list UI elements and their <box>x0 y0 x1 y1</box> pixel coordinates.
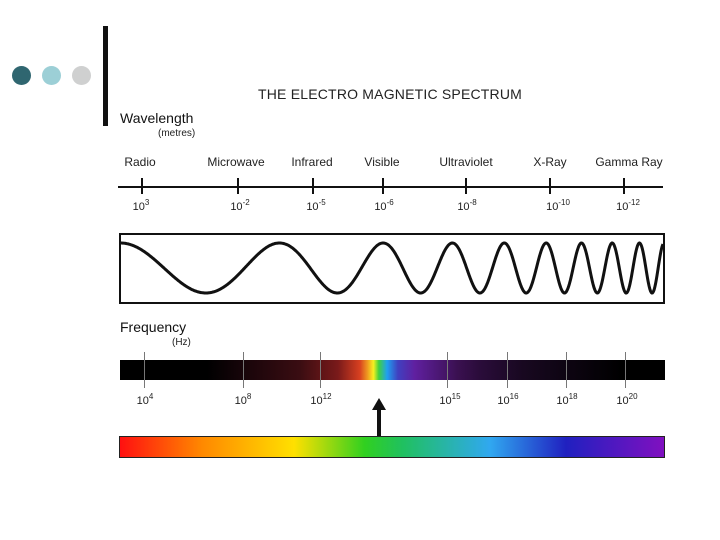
frequency-heading: Frequency <box>120 319 187 335</box>
wave-curve <box>121 241 663 295</box>
frequency-tick <box>144 352 145 388</box>
wavelength-value: 10-10 <box>546 198 570 213</box>
frequency-unit: (Hz) <box>172 337 191 348</box>
wavelength-value: 10-6 <box>374 198 394 213</box>
frequency-tick <box>320 352 321 388</box>
visible-light-spectrum <box>119 436 665 458</box>
slide-divider-bar <box>103 26 108 126</box>
frequency-tick <box>625 352 626 388</box>
axis-tick <box>141 178 143 194</box>
axis-tick <box>312 178 314 194</box>
axis-tick <box>465 178 467 194</box>
axis-tick <box>623 178 625 194</box>
wavelength-value: 10-5 <box>306 198 326 213</box>
frequency-value: 104 <box>136 392 154 407</box>
visible-pointer-arrow-shaft <box>377 408 381 436</box>
wavelength-unit: (metres) <box>158 128 196 139</box>
axis-tick <box>237 178 239 194</box>
wavelength-heading: Wavelength <box>120 110 194 126</box>
axis-tick <box>382 178 384 194</box>
frequency-value: 108 <box>234 392 252 407</box>
bullet-dot-light <box>42 66 61 85</box>
band-radio-label: Radio <box>124 155 156 169</box>
wave-illustration-box <box>119 233 665 304</box>
frequency-value: 1020 <box>616 392 638 407</box>
frequency-value: 1016 <box>497 392 519 407</box>
frequency-value: 1018 <box>556 392 578 407</box>
wavelength-value: 10-8 <box>457 198 477 213</box>
band-ultraviolet-label: Ultraviolet <box>439 155 493 169</box>
frequency-tick <box>447 352 448 388</box>
band-microwave-label: Microwave <box>207 155 265 169</box>
wavelength-axis <box>118 186 663 188</box>
frequency-spectrum-band <box>120 360 665 380</box>
band-gammaray-label: Gamma Ray <box>595 155 663 169</box>
wavelength-value: 10-12 <box>616 198 640 213</box>
axis-tick <box>549 178 551 194</box>
wavelength-value: 103 <box>132 198 150 213</box>
bullet-dot-grey <box>72 66 91 85</box>
frequency-value: 1012 <box>310 392 332 407</box>
band-infrared-label: Infrared <box>291 155 333 169</box>
frequency-tick <box>507 352 508 388</box>
visible-pointer-arrow-icon <box>372 398 386 410</box>
wavelength-value: 10-2 <box>230 198 250 213</box>
band-visible-label: Visible <box>364 155 400 169</box>
band-xray-label: X-Ray <box>533 155 567 169</box>
bullet-dot-dark <box>12 66 31 85</box>
frequency-tick <box>243 352 244 388</box>
frequency-value: 1015 <box>439 392 461 407</box>
frequency-tick <box>566 352 567 388</box>
diagram-title: THE ELECTRO MAGNETIC SPECTRUM <box>258 86 523 102</box>
